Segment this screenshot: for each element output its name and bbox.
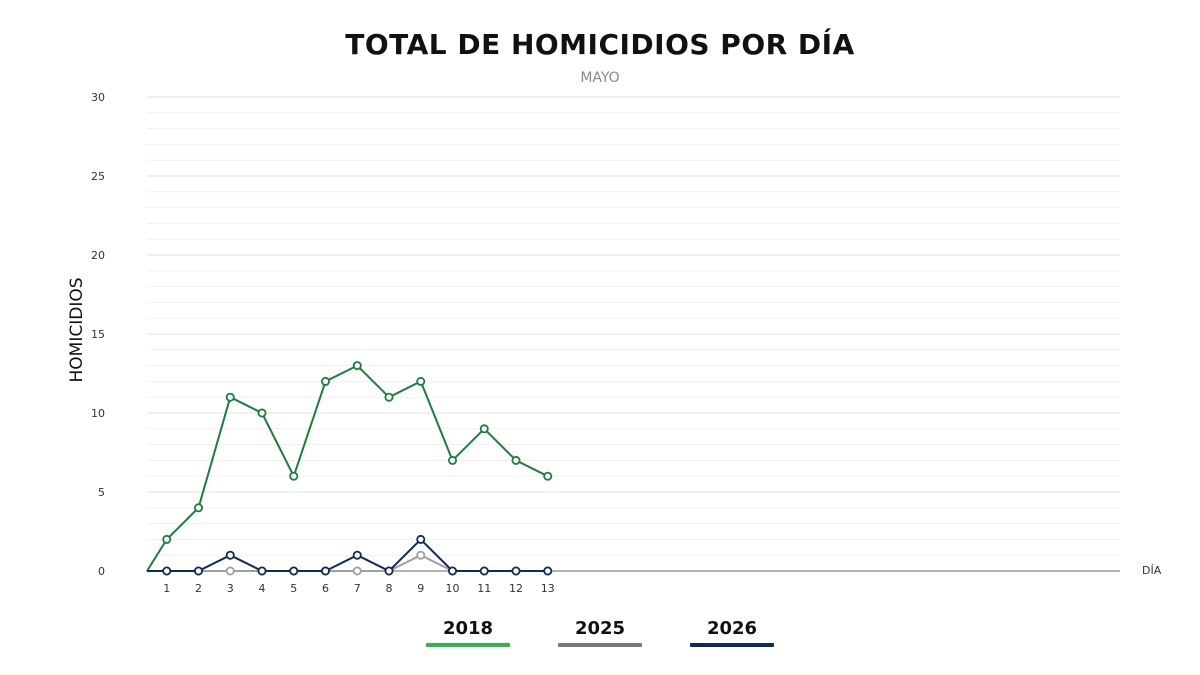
legend-label: 2018 [442,618,494,639]
x-tick-label: 11 [477,582,491,595]
data-point-2026 [543,566,553,576]
series-line-2026 [147,538,548,572]
chart-subtitle: MAYO [580,70,620,86]
data-point-2018 [384,392,394,402]
data-point-2026 [193,566,203,576]
x-tick-label: 6 [322,582,329,595]
x-tick-label: 9 [417,582,424,595]
data-point-2026 [511,566,521,576]
x-axis-label: DÍA [1142,564,1162,577]
x-tick-label: 4 [259,582,266,595]
data-point-2025 [225,566,235,576]
data-point-2018 [416,376,426,386]
y-tick-label: 15 [91,328,105,341]
data-point-2026 [289,566,299,576]
x-tick-label: 10 [446,582,460,595]
legend-item-2026[interactable]: 2026 [690,617,774,647]
x-tick-label: 5 [290,582,297,595]
chart-title: TOTAL DE HOMICIDIOS POR DÍA [345,28,855,61]
data-point-2026 [320,566,330,576]
data-point-2018 [320,376,330,386]
chart-legend: 2018 2025 2026 [0,617,1200,657]
series-line-2018 [146,364,549,572]
data-point-2025 [416,550,426,560]
y-axis-label: HOMICIDIOS [67,277,87,382]
data-point-2018 [479,424,489,434]
data-point-2018 [193,503,203,513]
legend-label: 2025 [574,618,626,639]
data-point-2018 [447,455,457,465]
legend-label: 2026 [706,618,758,639]
y-tick-label: 30 [91,91,105,104]
data-point-2026 [352,550,362,560]
x-tick-label: 8 [386,582,393,595]
legend-item-2018[interactable]: 2018 [426,617,510,647]
y-tick-label: 0 [98,565,105,578]
data-point-2018 [352,361,362,371]
data-point-2026 [479,566,489,576]
x-tick-label: 2 [195,582,202,595]
legend-swatch [426,643,510,647]
data-point-2026 [225,550,235,560]
legend-swatch [558,643,642,647]
data-point-2025 [352,566,362,576]
x-tick-label: 3 [227,582,234,595]
y-tick-label: 25 [91,170,105,183]
legend-item-2025[interactable]: 2025 [558,617,642,647]
data-point-2018 [257,408,267,418]
legend-swatch [690,643,774,647]
y-tick-label: 5 [98,486,105,499]
y-tick-label: 10 [91,407,105,420]
data-point-2018 [289,471,299,481]
data-point-2018 [543,471,553,481]
data-point-2026 [447,566,457,576]
x-tick-label: 13 [541,582,555,595]
data-point-2026 [162,566,172,576]
data-point-2018 [225,392,235,402]
data-point-2026 [384,566,394,576]
data-point-2026 [257,566,267,576]
data-point-2026 [416,534,426,544]
x-tick-label: 12 [509,582,523,595]
y-tick-label: 20 [91,249,105,262]
data-point-2018 [162,534,172,544]
data-point-2018 [511,455,521,465]
x-tick-label: 7 [354,582,361,595]
x-tick-label: 1 [163,582,170,595]
